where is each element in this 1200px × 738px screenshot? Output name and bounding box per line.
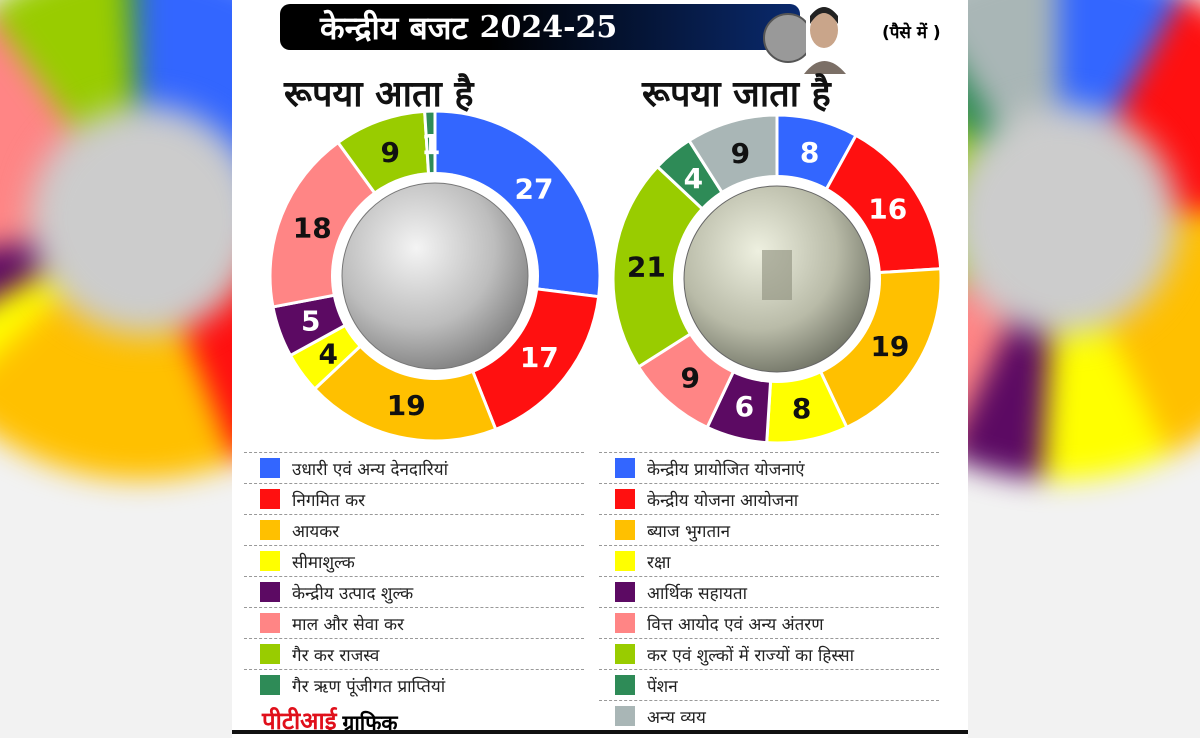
legend-label: सीमाशुल्क xyxy=(292,552,355,573)
legend-swatch xyxy=(615,675,635,695)
legend-swatch xyxy=(615,644,635,664)
legend-swatch xyxy=(615,520,635,540)
legend-swatch xyxy=(260,489,280,509)
legend-item: केन्द्रीय उत्पाद शुल्क xyxy=(244,576,584,607)
legend-label: आर्थिक सहायता xyxy=(647,583,747,604)
legend-swatch xyxy=(260,520,280,540)
legend-label: माल और सेवा कर xyxy=(292,614,405,635)
slice-value-label: 8 xyxy=(792,392,811,425)
legend-label: केन्द्रीय योजना आयोजना xyxy=(647,490,799,511)
slice-value-label: 6 xyxy=(735,390,754,423)
slice-value-label: 9 xyxy=(731,137,750,170)
expense-chart-title: रूपया जाता है xyxy=(642,74,831,115)
slice-value-label: 27 xyxy=(515,173,554,206)
legend-item: आर्थिक सहायता xyxy=(599,576,939,607)
slice-value-label: 9 xyxy=(680,361,699,394)
legend-swatch xyxy=(615,551,635,571)
income-legend: उधारी एवं अन्य देनदारियां निगमित कर आयकर सी… xyxy=(244,452,584,700)
legend-label: वित्त आयोद एवं अन्य अंतरण xyxy=(647,614,824,635)
slice-value-label: 21 xyxy=(627,251,666,284)
legend-item: गैर कर राजस्व xyxy=(244,638,584,669)
slice-value-label: 5 xyxy=(301,305,320,338)
slice-value-label: 19 xyxy=(870,330,909,363)
footer-rule xyxy=(232,730,968,734)
legend-label: निगमित कर xyxy=(292,490,366,511)
legend-swatch xyxy=(260,675,280,695)
legend-item: वित्त आयोद एवं अन्य अंतरण xyxy=(599,607,939,638)
slice-value-label: 18 xyxy=(293,211,332,244)
one-rupee-coin-2000 xyxy=(341,182,529,370)
infographic: केन्द्रीय बजट 2024-25 (पैसे में ) रूपया … xyxy=(232,0,968,738)
legend-label: केन्द्रीय प्रायोजित योजनाएं xyxy=(647,459,805,480)
legend-swatch xyxy=(260,613,280,633)
year: 2024-25 xyxy=(479,9,618,45)
legend-swatch xyxy=(260,458,280,478)
legend-item: गैर ऋण पूंजीगत प्राप्तियां xyxy=(244,669,584,700)
unit-label: (पैसे में ) xyxy=(882,23,941,43)
slice-value-label: 4 xyxy=(318,338,337,371)
blurred-background-left xyxy=(0,0,232,738)
legend-swatch xyxy=(615,706,635,726)
header-banner: केन्द्रीय बजट 2024-25 xyxy=(280,4,800,50)
legend-label: गैर कर राजस्व xyxy=(292,645,380,666)
slice-value-label: 9 xyxy=(381,136,400,169)
slice-value-label: 1 xyxy=(421,128,440,161)
ashoka-emblem-icon xyxy=(762,250,792,300)
legend-label: अन्य व्यय xyxy=(647,707,706,728)
legend-label: केन्द्रीय उत्पाद शुल्क xyxy=(292,583,414,604)
legend-item: आयकर xyxy=(244,514,584,545)
legend-swatch xyxy=(615,489,635,509)
legend-item: पेंशन xyxy=(599,669,939,700)
slice-value-label: 8 xyxy=(800,136,819,169)
legend-swatch xyxy=(615,458,635,478)
legend-label: पेंशन xyxy=(647,676,678,697)
slice-value-label: 16 xyxy=(868,193,907,226)
legend-label: उधारी एवं अन्य देनदारियां xyxy=(292,459,448,480)
legend-swatch xyxy=(260,551,280,571)
legend-item: कर एवं शुल्कों में राज्यों का हिस्सा xyxy=(599,638,939,669)
legend-swatch xyxy=(260,582,280,602)
finance-minister-portrait xyxy=(763,2,846,74)
legend-item: अन्य व्यय xyxy=(599,700,939,731)
legend-item: केन्द्रीय योजना आयोजना xyxy=(599,483,939,514)
legend-item: केन्द्रीय प्रायोजित योजनाएं xyxy=(599,452,939,483)
slice-value-label: 17 xyxy=(520,341,559,374)
legend-label: ब्याज भुगतान xyxy=(647,521,731,542)
legend-item: उधारी एवं अन्य देनदारियां xyxy=(244,452,584,483)
legend-item: निगमित कर xyxy=(244,483,584,514)
blurred-background-right xyxy=(968,0,1200,738)
legend-label: रक्षा xyxy=(647,552,671,573)
legend-swatch xyxy=(615,582,635,602)
title: केन्द्रीय बजट xyxy=(320,8,468,47)
slice-value-label: 4 xyxy=(684,162,703,195)
legend-item: रक्षा xyxy=(599,545,939,576)
legend-swatch xyxy=(615,613,635,633)
expense-legend: केन्द्रीय प्रायोजित योजनाएं केन्द्रीय योज… xyxy=(599,452,939,731)
legend-item: ब्याज भुगतान xyxy=(599,514,939,545)
income-chart-title: रूपया आता है xyxy=(284,74,474,115)
legend-label: आयकर xyxy=(292,521,340,542)
legend-swatch xyxy=(260,644,280,664)
legend-label: गैर ऋण पूंजीगत प्राप्तियां xyxy=(292,676,446,697)
legend-item: सीमाशुल्क xyxy=(244,545,584,576)
legend-item: माल और सेवा कर xyxy=(244,607,584,638)
slice-value-label: 19 xyxy=(387,389,426,422)
legend-label: कर एवं शुल्कों में राज्यों का हिस्सा xyxy=(647,645,855,666)
